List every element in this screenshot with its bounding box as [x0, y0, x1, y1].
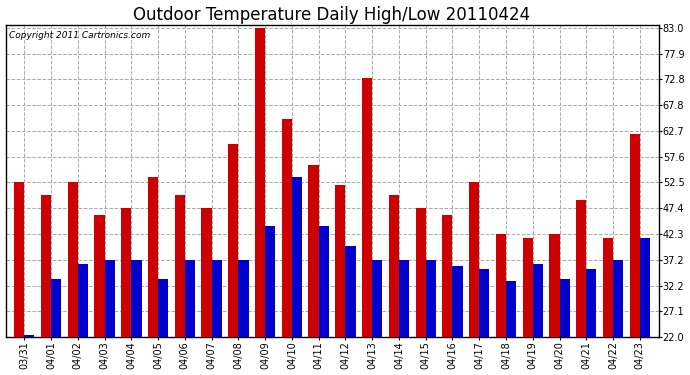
Bar: [78, 264, 88, 337]
Bar: [255, 28, 265, 337]
Bar: [603, 238, 613, 337]
Bar: [308, 165, 319, 337]
Bar: [576, 200, 586, 337]
Bar: [469, 183, 480, 337]
Bar: [24, 335, 34, 337]
Bar: [175, 195, 185, 337]
Bar: [265, 226, 275, 337]
Bar: [630, 134, 640, 337]
Bar: [640, 238, 650, 337]
Bar: [158, 279, 168, 337]
Bar: [362, 78, 372, 337]
Bar: [228, 144, 238, 337]
Bar: [131, 260, 141, 337]
Bar: [560, 279, 570, 337]
Bar: [613, 260, 623, 337]
Bar: [201, 209, 212, 337]
Bar: [105, 260, 115, 337]
Bar: [388, 195, 399, 337]
Bar: [453, 266, 462, 337]
Bar: [41, 195, 51, 337]
Bar: [346, 246, 355, 337]
Bar: [335, 185, 346, 337]
Bar: [522, 238, 533, 337]
Bar: [95, 216, 105, 337]
Bar: [185, 260, 195, 337]
Bar: [549, 234, 560, 337]
Bar: [292, 177, 302, 337]
Bar: [442, 216, 453, 337]
Bar: [238, 260, 248, 337]
Bar: [426, 260, 436, 337]
Bar: [14, 183, 24, 337]
Bar: [212, 260, 221, 337]
Title: Outdoor Temperature Daily High/Low 20110424: Outdoor Temperature Daily High/Low 20110…: [133, 6, 531, 24]
Bar: [415, 209, 426, 337]
Bar: [372, 260, 382, 337]
Text: Copyright 2011 Cartronics.com: Copyright 2011 Cartronics.com: [9, 32, 150, 40]
Bar: [51, 279, 61, 337]
Bar: [480, 269, 489, 337]
Bar: [533, 264, 543, 337]
Bar: [282, 119, 292, 337]
Bar: [121, 209, 131, 337]
Bar: [68, 183, 78, 337]
Bar: [399, 260, 409, 337]
Bar: [319, 226, 329, 337]
Bar: [496, 234, 506, 337]
Bar: [148, 177, 158, 337]
Bar: [506, 282, 516, 337]
Bar: [586, 269, 596, 337]
